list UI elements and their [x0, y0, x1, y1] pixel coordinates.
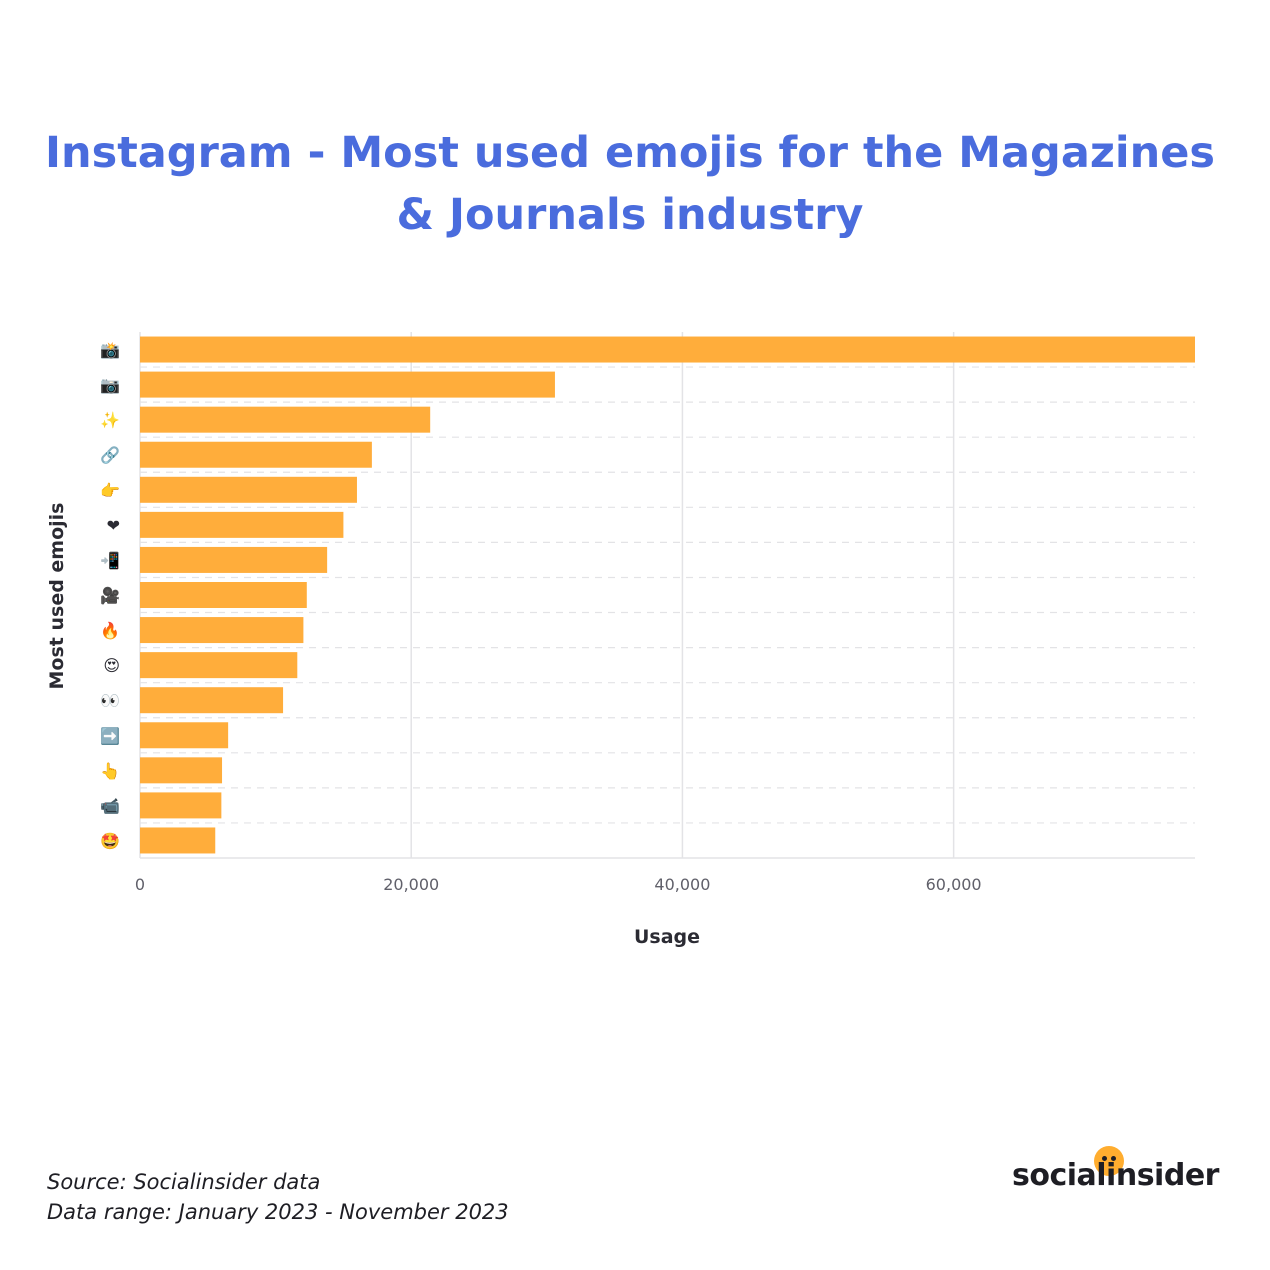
- category-label: 👆: [100, 761, 120, 780]
- bar: [140, 582, 307, 608]
- category-label: 📲: [100, 551, 120, 570]
- category-label: ❤: [107, 516, 120, 535]
- category-label: 😍: [103, 656, 120, 675]
- category-label: 🤩: [100, 831, 120, 850]
- bar: [140, 371, 555, 398]
- category-label: 🔥: [100, 621, 120, 640]
- brand-logo: socialinsider: [1012, 1146, 1219, 1196]
- x-tick-label: 60,000: [926, 875, 982, 894]
- brand-name: socialinsider: [1012, 1158, 1219, 1193]
- x-tick-layer: 0 20,000 40,000 60,000: [135, 875, 982, 894]
- source-note: Source: Socialinsider data Data range: J…: [47, 1167, 509, 1227]
- bar: [140, 792, 222, 819]
- bar: [140, 617, 304, 644]
- bar: [140, 406, 431, 433]
- bar: [140, 687, 284, 714]
- bar: [140, 476, 357, 503]
- bar: [140, 757, 223, 784]
- bar: [140, 441, 372, 468]
- data-range-text: Data range: January 2023 - November 2023: [47, 1200, 509, 1224]
- category-label: ➡️: [100, 726, 120, 745]
- category-label: 👀: [100, 691, 120, 710]
- category-label: 🔗: [100, 446, 120, 465]
- bar-layer: [140, 336, 1195, 854]
- category-label: 📸: [100, 341, 120, 360]
- category-label: ✨: [100, 411, 120, 430]
- category-label-layer: 📸 📷 ✨ 🔗 👉 ❤ 📲 🎥 🔥 😍 👀 ➡️ 👆 📹 🤩: [100, 341, 120, 851]
- y-axis-label: Most used emojis: [46, 503, 68, 690]
- bar: [140, 722, 229, 749]
- bar: [140, 336, 1195, 363]
- x-axis-label: Usage: [634, 926, 700, 948]
- category-label: 👉: [100, 481, 120, 500]
- x-tick-label: 0: [135, 875, 145, 894]
- bar: [140, 652, 298, 679]
- x-tick-label: 40,000: [654, 875, 710, 894]
- category-label: 📷: [100, 376, 120, 395]
- category-label: 🎥: [100, 586, 120, 605]
- x-tick-label: 20,000: [383, 875, 439, 894]
- chart-title: Instagram - Most used emojis for the Mag…: [45, 128, 1215, 240]
- bar: [140, 827, 216, 854]
- source-text: Source: Socialinsider data: [47, 1170, 321, 1194]
- grid-layer: [139, 332, 1195, 859]
- bar-chart: 📸 📷 ✨ 🔗 👉 ❤ 📲 🎥 🔥 😍 👀 ➡️ 👆 📹 🤩 0 20,000 40,000 60,000 Usa…: [46, 332, 1195, 948]
- bar: [140, 546, 328, 573]
- bar: [140, 511, 344, 538]
- brand-smiley-icon: [1094, 1146, 1124, 1176]
- category-label: 📹: [100, 796, 120, 815]
